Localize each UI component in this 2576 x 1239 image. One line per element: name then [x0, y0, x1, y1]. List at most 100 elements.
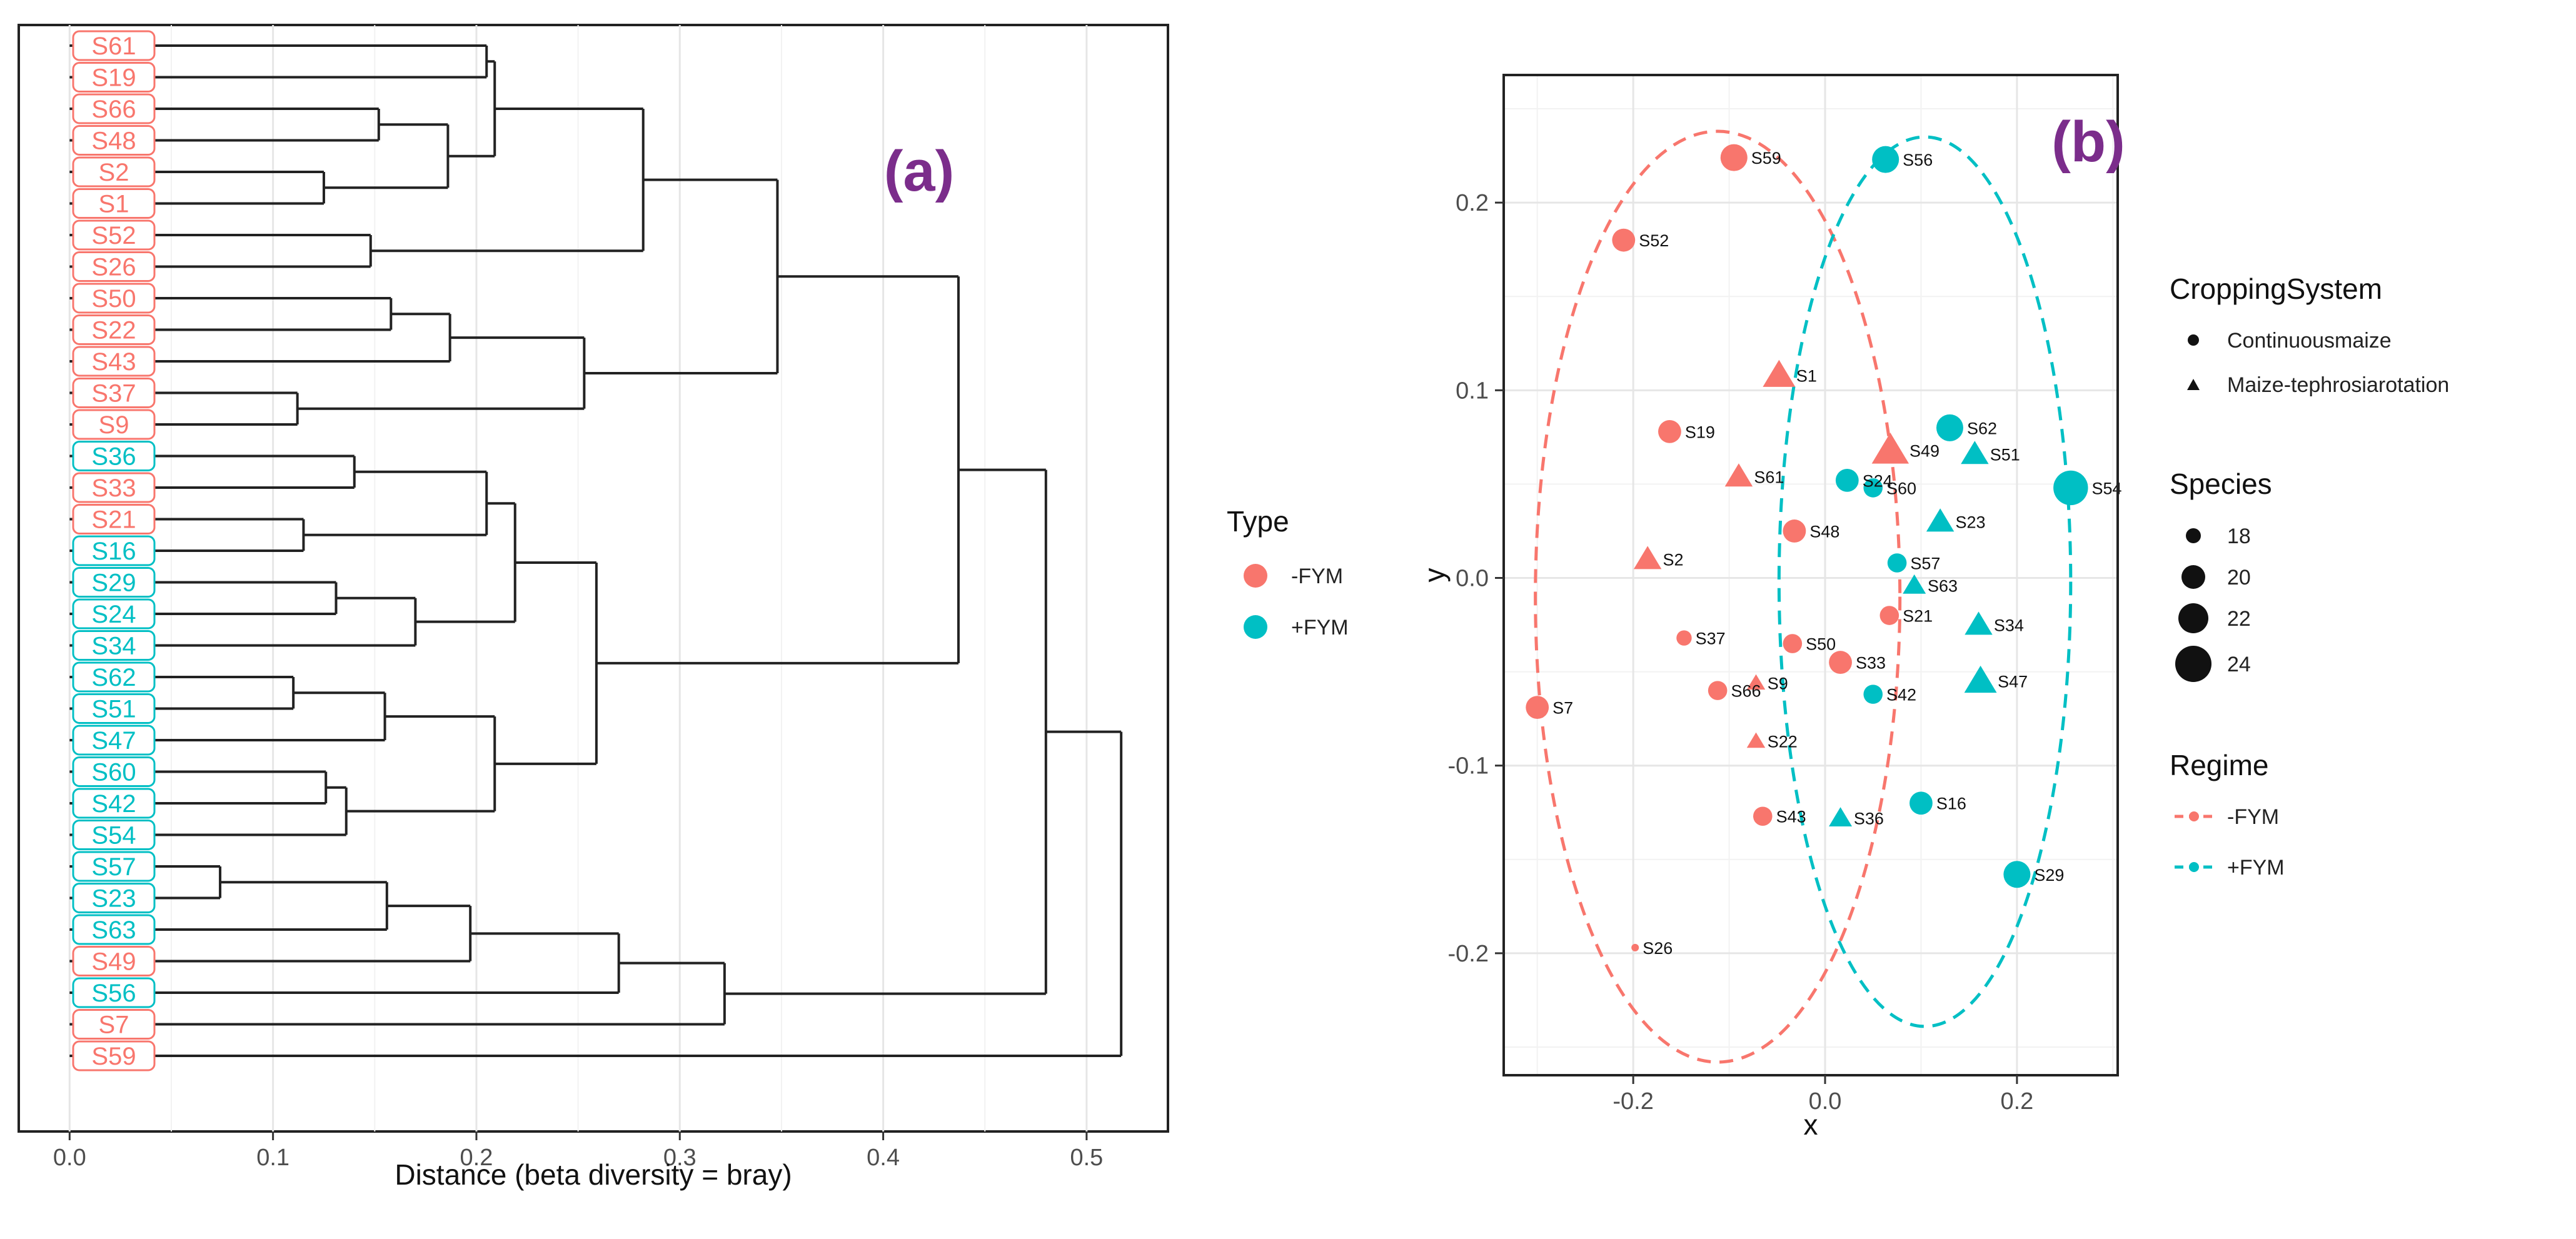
- panel-b-x-tick-label: -0.2: [1613, 1088, 1653, 1115]
- panel-b-y-tick-label: -0.2: [1448, 941, 1489, 967]
- leaf-label-box: [72, 378, 156, 408]
- sample-point-circle: [1783, 634, 1803, 653]
- sample-point-triangle: [1903, 574, 1926, 594]
- leaf-label-box: [72, 883, 156, 913]
- leaf-label-box: [72, 598, 156, 630]
- panel-b-y-tick-label: 0.0: [1456, 566, 1489, 592]
- sample-point-label: S37: [1696, 630, 1726, 648]
- panel-b-tag: (b): [2051, 110, 2125, 174]
- species-legend-dot-22: [2178, 603, 2208, 633]
- panel-a-x-tick-label: 0.3: [663, 1145, 697, 1171]
- leaf-label: S29: [91, 569, 136, 597]
- leaf-label: S26: [91, 254, 136, 281]
- sample-point-circle: [1753, 806, 1773, 826]
- panel-a-x-axis-title: Distance (beta diversity = bray): [395, 1158, 792, 1191]
- regime-ellipses: [1534, 129, 2073, 1064]
- species-legend: Species 18 20 22 24: [2170, 468, 2272, 682]
- leaf-label-box: [72, 156, 156, 188]
- sample-point-label: S21: [1903, 607, 1933, 626]
- sample-point-circle: [1708, 681, 1728, 700]
- leaf-label: S34: [91, 633, 136, 660]
- sample-point-label: S1: [1796, 366, 1817, 385]
- sample-point-label: S43: [1776, 808, 1806, 826]
- cropping-legend-label-continuous: Continuousmaize: [2227, 329, 2392, 353]
- leaf-label-box: [72, 125, 156, 156]
- sample-point-circle: [1887, 553, 1907, 573]
- sample-point-label: S16: [1936, 795, 1966, 813]
- sample-point-circle: [1863, 478, 1883, 498]
- sample-point-label: S29: [2034, 866, 2064, 885]
- leaf-label: S51: [91, 696, 136, 723]
- species-legend-dot-24: [2175, 646, 2211, 682]
- cropping-legend-label-rotation: Maize-tephrosiarotation: [2227, 373, 2449, 397]
- sample-point-triangle: [1926, 508, 1955, 532]
- leaf-label: S59: [91, 1043, 136, 1070]
- leaf-label: S23: [91, 885, 136, 913]
- leaf-label-box: [72, 283, 156, 314]
- sample-point-triangle: [1965, 611, 1993, 635]
- leaf-label-box: [72, 567, 156, 598]
- leaf-label: S52: [91, 222, 136, 249]
- sample-point-label: S66: [1731, 682, 1761, 701]
- cropping-legend-triangle-icon: [2187, 379, 2200, 390]
- panel-a-x-tick-label: 0.4: [867, 1145, 900, 1171]
- sample-point-label: S9: [1768, 675, 1788, 693]
- sample-point-triangle: [1964, 665, 1997, 693]
- type-legend-label-minus-fym: -FYM: [1291, 564, 1343, 588]
- panel-a-x-tick-label: 0.0: [53, 1145, 86, 1171]
- leaf-label-box: [72, 725, 156, 756]
- regime-legend-dot-minus-fym: [2189, 811, 2199, 821]
- panel-b-frame: [1502, 74, 2119, 1076]
- leaf-label: S43: [91, 348, 136, 376]
- leaf-label: S61: [91, 33, 136, 60]
- panel-a-frame: [18, 24, 1169, 1133]
- leaf-label-box: [72, 946, 156, 976]
- cropping-legend-circle-icon: [2188, 334, 2199, 346]
- sample-point-label: S33: [1856, 654, 1886, 673]
- sample-point-label: S23: [1956, 513, 1986, 531]
- leaf-label: S63: [91, 916, 136, 944]
- regime-legend-label-plus-fym: +FYM: [2227, 856, 2285, 880]
- sample-point-label: S62: [1967, 419, 1997, 438]
- sample-point-label: S59: [1751, 149, 1781, 168]
- leaf-label-box: [72, 346, 156, 377]
- leaf-label: S47: [91, 727, 136, 755]
- sample-point-label: S51: [1990, 445, 2020, 464]
- regime-legend: Regime -FYM +FYM: [2170, 749, 2285, 880]
- panel-a-x-tick-label: 0.5: [1070, 1145, 1103, 1171]
- sample-point-circle: [1612, 228, 1636, 252]
- sample-point-circle: [1631, 943, 1639, 951]
- sample-point-label: S34: [1994, 616, 2024, 635]
- regime-legend-title: Regime: [2170, 749, 2269, 781]
- panel-b-axes: -0.2 0.0 0.2 0.2 0.1 0.0 -0.1 -0.2: [1448, 190, 2034, 1115]
- type-legend: Type -FYM +FYM: [1227, 505, 1349, 640]
- sample-point-label: S60: [1886, 479, 1916, 498]
- sample-point-label: S36: [1854, 810, 1884, 828]
- panel-a-tag: (a): [884, 139, 954, 203]
- sample-point-label: S22: [1768, 733, 1798, 751]
- sample-point-triangle: [1961, 441, 1989, 464]
- leaf-label: S24: [91, 601, 136, 628]
- sample-point-circle: [1676, 630, 1692, 646]
- panel-a-x-tick-label: 0.1: [256, 1145, 289, 1171]
- leaf-label: S7: [99, 1011, 129, 1039]
- sample-point-label: S47: [1998, 673, 2028, 691]
- sample-point-triangle: [1633, 546, 1662, 569]
- leaf-label: S49: [91, 948, 136, 976]
- leaf-label-box: [72, 977, 156, 1008]
- type-legend-title: Type: [1227, 505, 1289, 538]
- leaf-label-box: [72, 820, 156, 850]
- leaf-label: S42: [91, 790, 136, 818]
- leaf-label-box: [72, 30, 156, 61]
- cropping-system-legend: CroppingSystem Continuousmaize Maize-tep…: [2170, 273, 2449, 397]
- species-legend-title: Species: [2170, 468, 2272, 500]
- sample-point-label: S61: [1754, 468, 1784, 486]
- species-legend-dot-18: [2186, 528, 2201, 543]
- leaf-label-box: [72, 441, 156, 471]
- sample-point-circle: [1872, 146, 1899, 173]
- sample-point-circle: [1658, 419, 1681, 443]
- leaf-label: S37: [91, 380, 136, 408]
- leaf-label: S21: [91, 506, 136, 534]
- sample-point-circle: [1835, 469, 1859, 492]
